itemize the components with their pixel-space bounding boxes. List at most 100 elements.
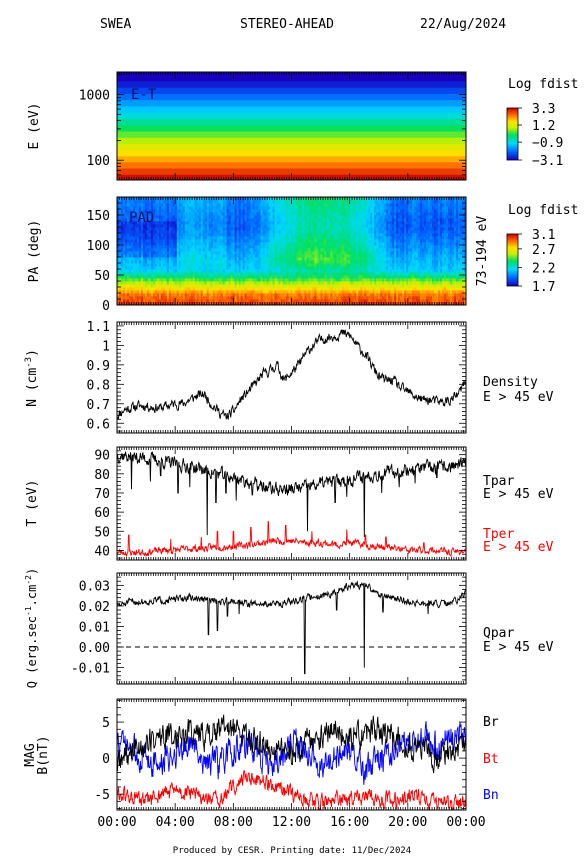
pad-cell	[228, 206, 232, 210]
pad-cell	[138, 299, 142, 303]
pad-cell	[328, 236, 331, 240]
pad-cell	[132, 242, 136, 246]
pad-cell	[210, 215, 214, 219]
pad-cell	[180, 239, 184, 243]
pad-cell	[348, 203, 351, 207]
pad-cell	[160, 266, 164, 270]
pad-cell	[118, 281, 122, 285]
pad-cell	[288, 233, 291, 237]
pad-cell	[310, 290, 313, 294]
pad-cell	[378, 281, 381, 285]
pad-cell	[266, 293, 269, 297]
pad-cell	[234, 290, 238, 294]
pad-cell	[266, 299, 269, 303]
pad-cell	[140, 200, 144, 204]
pad-cell	[356, 200, 359, 204]
pad-cell	[272, 224, 275, 228]
pad-cell	[316, 296, 319, 300]
pad-cell	[336, 230, 339, 234]
pad-cell	[168, 290, 172, 294]
pad-cell	[222, 251, 226, 255]
pad-cell	[340, 209, 343, 213]
pad-cell	[362, 206, 365, 210]
pad-cell	[156, 203, 160, 207]
pad-cell	[266, 215, 269, 219]
pad-cell	[208, 275, 212, 279]
pad-cell	[278, 278, 281, 282]
pad-cell	[152, 248, 156, 252]
pad-cell	[154, 290, 158, 294]
pad-cell	[120, 284, 124, 288]
pad-cell	[200, 275, 204, 279]
pad-cell	[308, 266, 311, 270]
pad-cell	[168, 272, 172, 276]
pad-cell	[192, 203, 196, 207]
pad-cell	[210, 290, 214, 294]
pad-cell	[156, 278, 160, 282]
pad-cell	[304, 209, 307, 213]
pad-cell	[306, 224, 309, 228]
pad-cell	[218, 251, 222, 255]
pad-cell	[254, 233, 257, 237]
pad-cell	[274, 296, 277, 300]
pad-cell	[158, 278, 162, 282]
pad-cell	[156, 254, 160, 258]
pad-cell	[336, 263, 339, 267]
pad-cell	[338, 233, 341, 237]
pad-cell	[214, 290, 218, 294]
pad-cell	[188, 269, 192, 273]
pad-cell	[322, 269, 325, 273]
pad-cell	[360, 242, 363, 246]
pad-cell	[324, 257, 327, 261]
pad-cell	[178, 233, 182, 237]
pad-cell	[324, 239, 327, 243]
et-colorbar	[506, 107, 519, 161]
pad-cell	[156, 272, 160, 276]
pad-cell	[124, 272, 128, 276]
pad-cell	[362, 221, 365, 225]
pad-cell	[150, 206, 154, 210]
pad-cell	[142, 275, 146, 279]
pad-cell	[228, 200, 232, 204]
pad-cell	[350, 278, 353, 282]
pad-cell	[342, 290, 345, 294]
pad-cell	[126, 260, 130, 264]
pad-cell	[384, 239, 387, 243]
pad-cell	[226, 236, 230, 240]
pad-cell	[152, 266, 156, 270]
pad-cell	[144, 227, 148, 231]
pad-cell	[200, 227, 204, 231]
pad-cell	[254, 260, 257, 264]
pad-cell	[290, 281, 293, 285]
pad-cell	[362, 209, 365, 213]
pad-cell	[166, 269, 170, 273]
pad-cell	[370, 290, 373, 294]
pad-cell	[198, 248, 202, 252]
pad-cell	[228, 248, 232, 252]
pad-cell	[242, 302, 246, 306]
pad-cell	[160, 272, 164, 276]
pad-cell	[372, 239, 375, 243]
pad-cell	[202, 224, 206, 228]
pad-cell	[222, 278, 226, 282]
pad-cell	[150, 245, 154, 249]
pad-cell	[196, 302, 200, 306]
pad-cell	[158, 299, 162, 303]
pad-cell	[240, 212, 244, 216]
pad-cell	[382, 278, 385, 282]
pad-cell	[340, 266, 343, 270]
pad-cell	[380, 278, 383, 282]
pad-cell	[282, 296, 285, 300]
pad-cell	[268, 278, 271, 282]
pad-cell	[144, 236, 148, 240]
pad-cell	[264, 230, 267, 234]
pad-cell	[130, 302, 134, 306]
pad-cell	[190, 242, 194, 246]
pad-cell	[246, 287, 250, 291]
pad-cell	[216, 266, 220, 270]
pad-cell	[352, 275, 355, 279]
pad-cell	[160, 281, 164, 285]
pad-cell	[322, 224, 325, 228]
pad-cell	[238, 209, 242, 213]
pad-cell	[330, 299, 333, 303]
